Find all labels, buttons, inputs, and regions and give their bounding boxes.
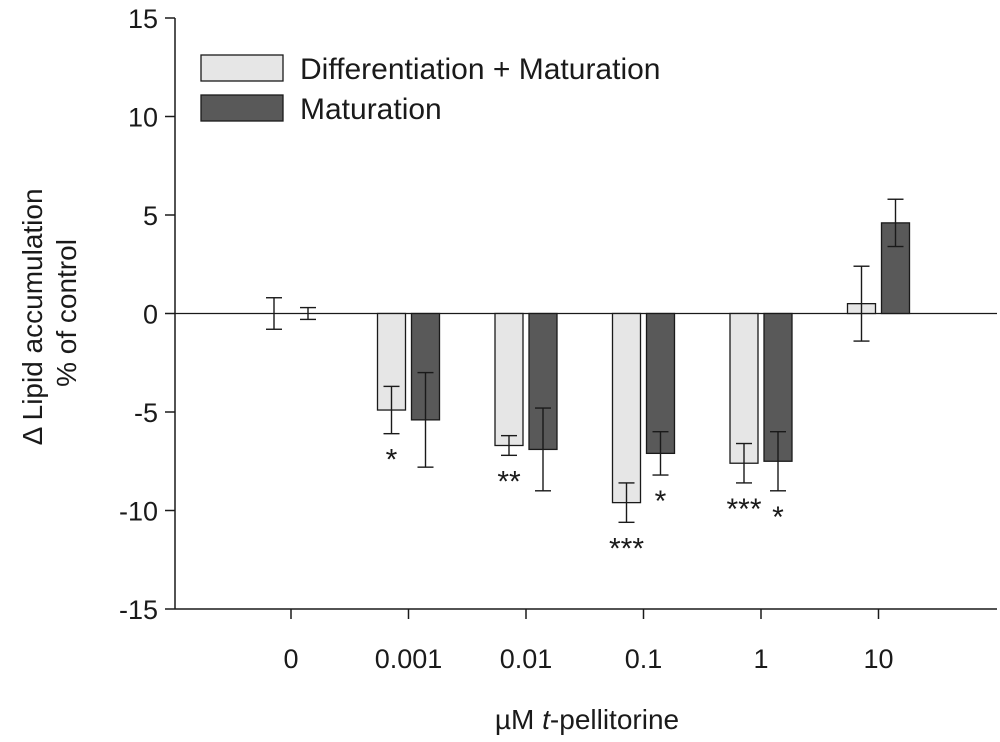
x-axis-title-italic: t	[542, 704, 551, 735]
significance-marker: ***	[726, 493, 761, 526]
significance-layer: ********** *	[386, 444, 785, 566]
y-axis-title: Δ Lipid accumulation % of control	[17, 181, 82, 446]
significance-marker: *	[655, 485, 667, 518]
legend-label-differentiation-maturation: Differentiation + Maturation	[300, 53, 660, 86]
x-tick-label: 1	[753, 644, 768, 674]
significance-marker: **	[497, 465, 521, 498]
tick-labels-layer: 15 10 5 0 -5 -10 -15 0 0.001 0.01 0.1 1 10	[119, 4, 894, 674]
legend-swatch-maturation	[200, 94, 284, 122]
y-tick-label: -5	[134, 398, 158, 428]
x-axis-title: µM t-pellitorine	[495, 704, 679, 735]
significance-marker: *	[386, 444, 398, 477]
x-tick-label: 0	[283, 644, 298, 674]
x-tick-label: 0.01	[500, 644, 553, 674]
y-axis-title-line-1: Δ Lipid accumulation	[17, 188, 48, 445]
x-axis-title-suffix: -pellitorine	[550, 704, 679, 735]
bar-diff-mat-1	[729, 312, 759, 464]
x-tick-label: 0.001	[375, 644, 443, 674]
legend-swatch-differentiation-maturation	[200, 54, 284, 82]
significance-marker: *	[772, 501, 784, 534]
x-axis-title-prefix: µM	[495, 704, 542, 735]
y-tick-label: 0	[143, 300, 158, 330]
legend: Differentiation + Maturation Maturation	[200, 53, 660, 126]
y-tick-label: 5	[143, 201, 158, 231]
y-tick-label: 15	[128, 4, 158, 34]
x-tick-label: 10	[863, 644, 893, 674]
significance-marker: ***	[609, 532, 644, 565]
y-tick-label: -10	[119, 497, 158, 527]
y-tick-label: 10	[128, 103, 158, 133]
x-tick-label: 0.1	[625, 644, 663, 674]
error-bars-layer	[266, 198, 904, 524]
legend-label-maturation: Maturation	[300, 93, 442, 126]
bars-layer	[376, 222, 911, 504]
y-axis-title-line-2: % of control	[51, 239, 82, 387]
plot-frame	[165, 17, 997, 619]
bar-diff-mat-0.1	[611, 312, 642, 504]
y-tick-label: -15	[119, 595, 158, 625]
bar-diff-mat-0.01	[494, 312, 524, 447]
